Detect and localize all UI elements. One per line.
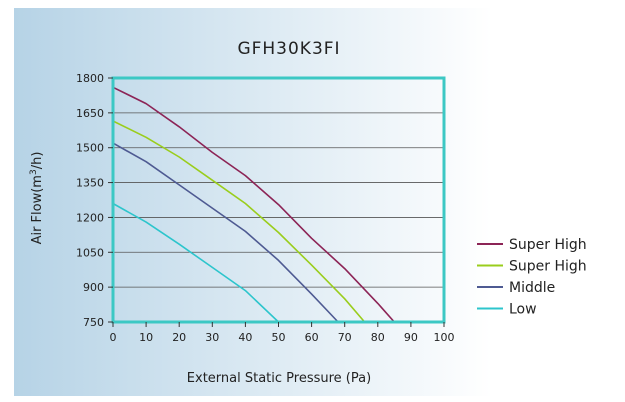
y-tick-label: 1500 [76, 142, 104, 155]
x-tick-label: 20 [172, 331, 186, 344]
legend-label: Super High [509, 237, 587, 253]
y-tick-label: 1800 [76, 72, 104, 85]
y-tick-label: 1350 [76, 177, 104, 190]
y-tick-label: 900 [83, 281, 104, 294]
chart-title: GFH30K3FI [237, 39, 340, 59]
x-tick-label: 60 [305, 331, 319, 344]
x-tick-label: 70 [338, 331, 352, 344]
x-tick-label: 30 [205, 331, 219, 344]
y-tick-label: 750 [83, 316, 104, 329]
series-line [112, 120, 366, 323]
x-tick-label: 80 [371, 331, 385, 344]
x-tick-label: 0 [110, 331, 117, 344]
y-axis-label: Air Flow(m3/h) [29, 152, 45, 245]
x-tick-label: 40 [238, 331, 252, 344]
series-line [112, 142, 339, 323]
legend-label: Low [509, 302, 537, 318]
series-lines [112, 86, 395, 323]
legend: Super High Super High Middle Low [477, 237, 587, 318]
x-tick-label: 90 [404, 331, 418, 344]
y-tick-label: 1050 [76, 246, 104, 259]
legend-label: Super High [509, 259, 587, 275]
x-axis-label: External Static Pressure (Pa) [187, 371, 371, 386]
series-line [112, 202, 280, 323]
x-tick-label: 50 [272, 331, 286, 344]
grid-lines [113, 112, 444, 288]
legend-label: Middle [509, 280, 555, 296]
y-tick-label: 1200 [76, 211, 104, 224]
x-tick-label: 10 [139, 331, 153, 344]
y-tick-label: 1650 [76, 107, 104, 120]
x-tick-label: 100 [434, 331, 455, 344]
tick-labels: 750 900 1050 1200 1350 1500 1650 1800 0 10 20 30 40 5… [76, 72, 455, 344]
series-line [112, 86, 395, 323]
